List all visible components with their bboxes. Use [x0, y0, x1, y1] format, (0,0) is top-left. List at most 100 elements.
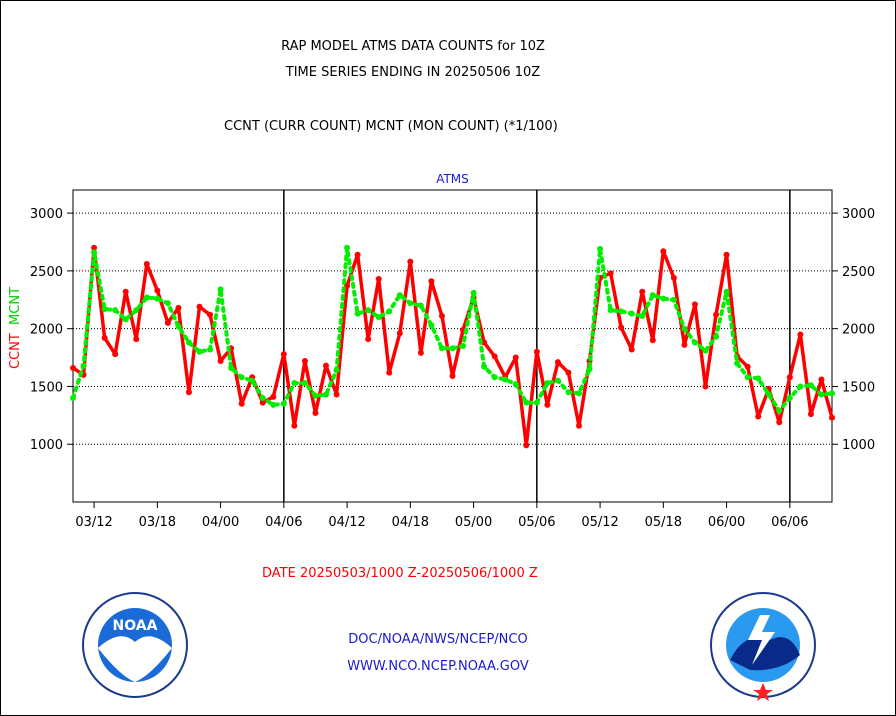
data-point-mcnt	[270, 401, 277, 408]
data-point-mcnt	[649, 292, 656, 299]
data-point-ccnt	[301, 358, 308, 365]
data-point-ccnt	[660, 248, 667, 255]
data-point-ccnt	[618, 324, 625, 331]
data-point-mcnt	[80, 362, 87, 369]
data-point-mcnt	[344, 244, 351, 251]
data-point-ccnt	[207, 311, 214, 318]
data-point-ccnt	[354, 251, 361, 258]
x-tick-label: 04/18	[392, 515, 429, 530]
data-point-ccnt	[744, 363, 751, 370]
noaa-logo: NOAA	[82, 592, 188, 698]
data-point-mcnt	[797, 383, 804, 390]
y-tick-label-right: 2000	[842, 323, 875, 338]
x-tick-label: 06/06	[771, 515, 808, 530]
data-point-ccnt	[312, 410, 319, 417]
data-point-ccnt	[375, 275, 382, 282]
plot-frame	[72, 189, 833, 503]
x-tick-label: 05/12	[581, 515, 618, 530]
data-point-ccnt	[807, 411, 814, 418]
data-point-ccnt	[259, 399, 266, 406]
x-tick-label: 05/06	[518, 515, 555, 530]
data-point-mcnt	[133, 307, 140, 314]
data-point-mcnt	[470, 289, 477, 296]
data-point-mcnt	[280, 400, 287, 407]
data-point-mcnt	[776, 407, 783, 414]
data-point-ccnt	[396, 330, 403, 337]
data-point-mcnt	[481, 363, 488, 370]
data-point-mcnt	[122, 316, 129, 323]
data-point-mcnt	[101, 306, 108, 313]
data-point-mcnt	[691, 339, 698, 346]
chart-title-line-2: TIME SERIES ENDING IN 20250506 10Z	[285, 65, 541, 80]
y-tick-label-left: 2000	[30, 323, 63, 338]
data-point-mcnt	[786, 395, 793, 401]
data-point-ccnt	[449, 373, 456, 380]
data-point-mcnt	[829, 390, 835, 397]
data-point-mcnt	[407, 300, 414, 307]
data-point-ccnt	[101, 334, 108, 341]
x-tick-label: 04/00	[202, 515, 239, 530]
data-point-ccnt	[607, 270, 614, 277]
data-point-mcnt	[354, 310, 361, 317]
data-point-mcnt	[533, 399, 540, 406]
data-point-ccnt	[755, 413, 762, 420]
data-point-mcnt	[207, 346, 214, 353]
data-point-mcnt	[597, 245, 604, 252]
y-tick-label-left: 1000	[30, 438, 63, 453]
data-point-mcnt	[734, 360, 741, 367]
data-point-ccnt	[143, 260, 150, 267]
data-point-mcnt	[312, 392, 319, 399]
data-point-mcnt	[744, 374, 751, 381]
y-tick-label-left: 1500	[30, 380, 63, 395]
x-tick-label: 03/18	[139, 515, 176, 530]
data-point-mcnt	[259, 395, 266, 401]
x-tick-label: 03/12	[75, 515, 112, 530]
data-point-mcnt	[112, 307, 119, 314]
x-tick-label: 05/00	[455, 515, 492, 530]
data-point-mcnt	[291, 379, 298, 386]
data-point-mcnt	[523, 399, 530, 406]
data-point-mcnt	[565, 389, 572, 396]
data-point-ccnt	[681, 341, 688, 348]
data-point-ccnt	[723, 251, 730, 258]
data-point-mcnt	[576, 390, 582, 397]
data-point-ccnt	[365, 336, 372, 343]
data-point-ccnt	[554, 359, 561, 366]
chart-title-line-3: CCNT (CURR COUNT) MCNT (MON COUNT) (*1/1…	[224, 119, 558, 134]
y-tick-label-right: 3000	[842, 207, 875, 222]
x-tick-label: 04/12	[328, 515, 365, 530]
data-point-mcnt	[238, 374, 245, 381]
data-point-ccnt	[512, 354, 519, 361]
data-point-mcnt	[249, 377, 256, 384]
data-point-ccnt	[280, 351, 287, 358]
data-point-mcnt	[807, 382, 814, 389]
data-point-ccnt	[417, 349, 424, 356]
data-point-ccnt	[164, 319, 171, 326]
data-point-ccnt	[670, 274, 677, 281]
data-point-mcnt	[544, 379, 551, 386]
data-point-mcnt	[639, 312, 646, 319]
data-point-ccnt	[112, 351, 119, 358]
data-point-ccnt	[122, 288, 129, 295]
data-point-ccnt	[565, 369, 572, 376]
data-point-ccnt	[291, 422, 298, 429]
y-tick-label-right: 1000	[842, 438, 875, 453]
data-point-mcnt	[301, 379, 308, 386]
data-point-mcnt	[755, 375, 762, 382]
data-point-ccnt	[818, 376, 825, 383]
data-point-mcnt	[375, 314, 382, 321]
data-point-mcnt	[713, 333, 720, 340]
data-point-mcnt	[323, 391, 329, 398]
data-point-mcnt	[333, 367, 340, 374]
data-point-mcnt	[586, 366, 593, 373]
data-point-ccnt	[544, 401, 551, 408]
data-point-mcnt	[386, 308, 393, 315]
data-point-mcnt	[196, 348, 203, 355]
data-point-ccnt	[428, 278, 435, 285]
data-point-ccnt	[386, 369, 393, 376]
data-point-mcnt	[502, 376, 509, 383]
data-point-mcnt	[765, 391, 772, 398]
data-point-mcnt	[185, 339, 192, 346]
